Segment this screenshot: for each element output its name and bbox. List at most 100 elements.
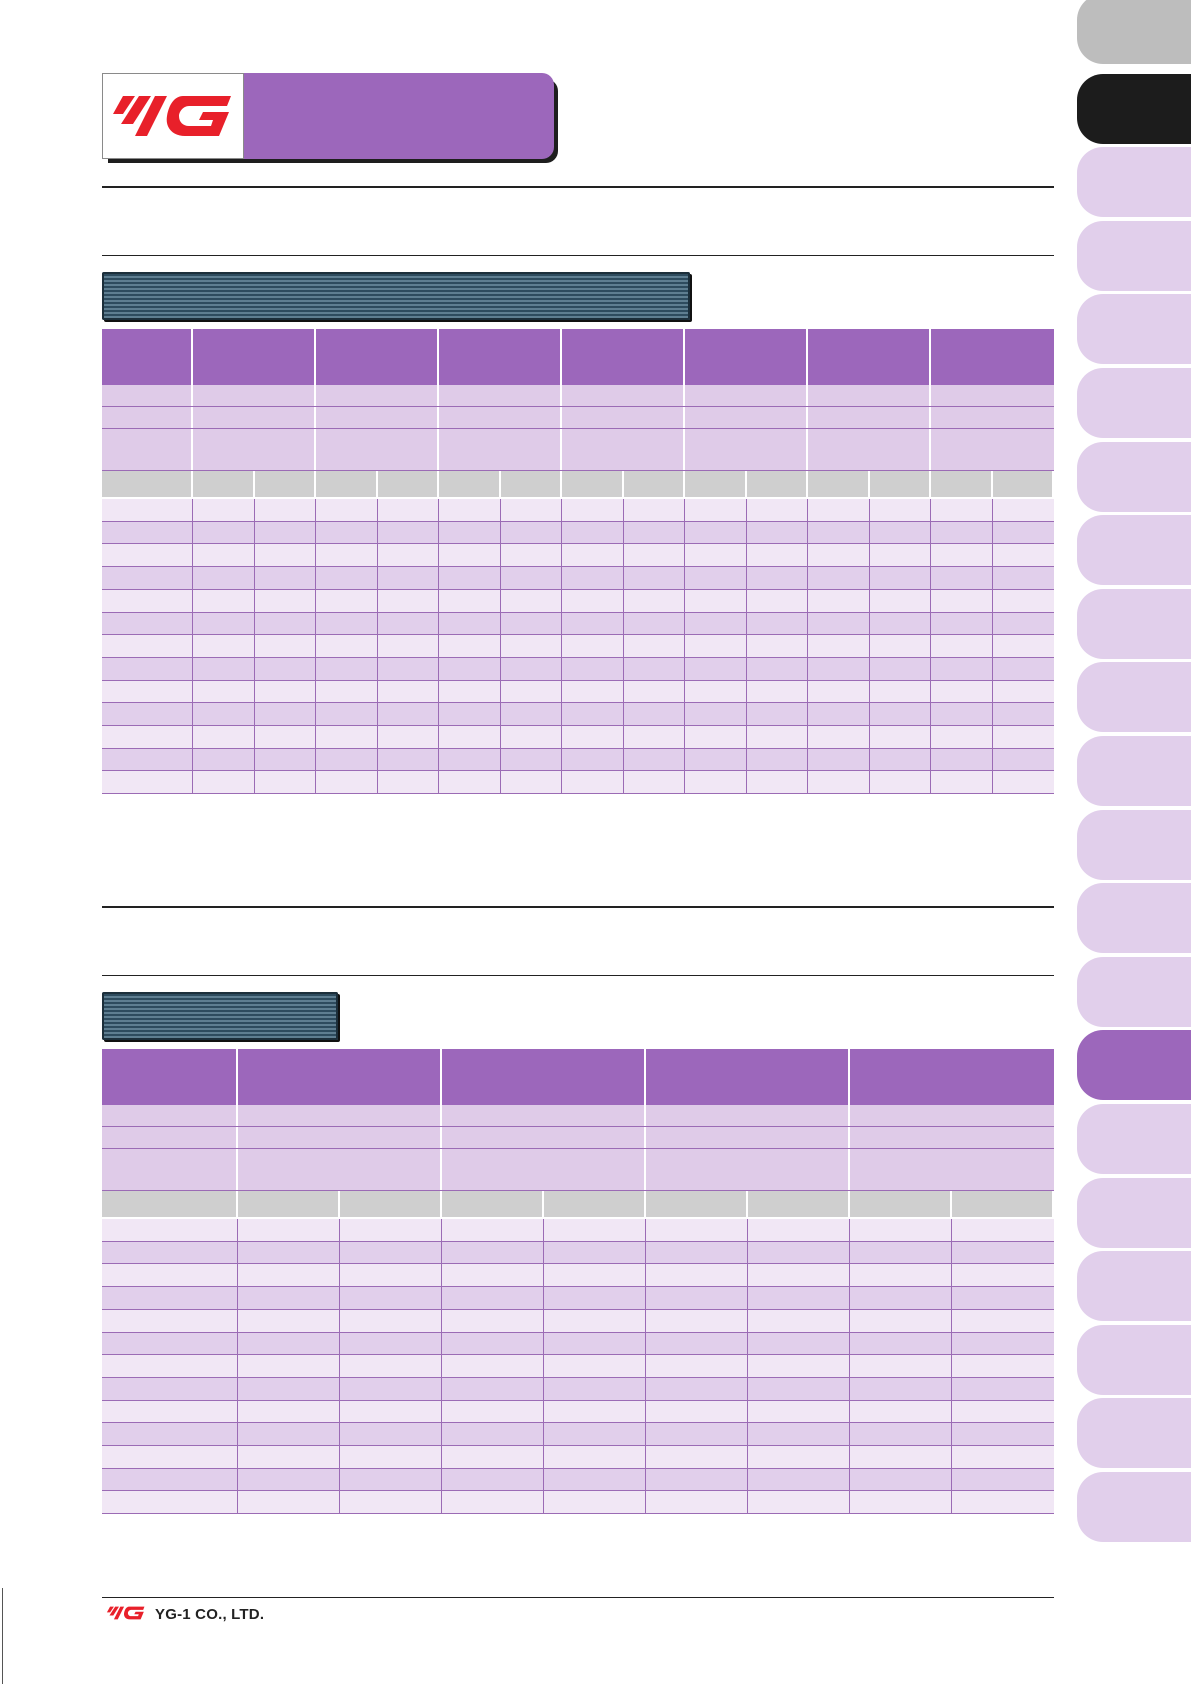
row-rule [102,1190,1054,1191]
table-cell [746,657,808,681]
row-rule [102,1399,1054,1401]
table-cell [931,567,993,590]
table-cell [931,748,993,772]
header-subcell [254,471,316,497]
table-cell [685,521,747,545]
table-cell [238,1355,340,1378]
header-cell [238,1149,442,1191]
table-cell [340,1241,442,1265]
table-cell [646,1241,748,1265]
side-tab[interactable] [1077,73,1191,144]
table-cell [623,657,685,681]
header-subcell [377,471,439,497]
table-row [102,567,1054,590]
side-tab[interactable] [1077,441,1191,512]
side-tab[interactable] [1077,1177,1191,1248]
table-cell [238,1377,340,1401]
side-tab[interactable] [1077,220,1191,291]
table-cell [102,1241,238,1265]
table-cell [500,771,562,795]
table-cell [102,1446,238,1469]
table-cell [623,680,685,704]
table-row [102,635,1054,658]
table-cell [685,680,747,704]
side-tab[interactable] [1077,883,1191,954]
header-cell [102,1191,238,1217]
table-cell [685,544,747,568]
table-cell [102,771,193,795]
table-cell [377,567,439,590]
table-cell [193,748,255,772]
header-cell [850,1049,1054,1105]
header-cell [316,329,439,385]
header-cell [808,385,931,407]
table-cell [254,612,316,636]
side-tab[interactable] [1077,1324,1191,1395]
header-subcell [746,471,808,497]
table-cell [500,499,562,522]
table-cell [869,612,931,636]
table-cell [808,499,870,522]
header-cell [685,429,808,471]
side-tab[interactable] [1077,147,1191,218]
table-cell [238,1241,340,1265]
header-cell [685,407,808,429]
table-row [102,612,1054,636]
table-cell [850,1377,952,1401]
table-cell [102,612,193,636]
table-cell [952,1377,1054,1401]
table-cell [102,1423,238,1446]
table-cell [746,748,808,772]
table-cell [102,1355,238,1378]
table-cell [102,726,193,749]
side-tab[interactable] [1077,809,1191,880]
table-cell [869,567,931,590]
side-tab[interactable] [1077,736,1191,806]
table-cell [442,1400,544,1424]
side-tab[interactable] [1077,956,1191,1027]
table-cell [748,1468,850,1492]
table-cell [102,1332,238,1356]
table-cell [623,635,685,658]
side-tab[interactable] [1077,1104,1191,1174]
table-cell [869,657,931,681]
side-tab[interactable] [1077,1251,1191,1322]
table-cell [254,657,316,681]
table-cell [439,521,501,545]
side-tab[interactable] [1077,515,1191,586]
table-row [102,1446,1054,1469]
table-cell [316,567,378,590]
table-row [102,748,1054,772]
table-cell [254,499,316,522]
side-tab[interactable] [1077,294,1191,365]
table-cell [685,589,747,613]
table-cell [439,657,501,681]
table-cell [869,635,931,658]
side-tab[interactable] [1077,368,1191,438]
table-cell [439,589,501,613]
table-cell [992,589,1054,613]
table-cell [442,1491,544,1515]
divider-line [102,975,1054,976]
header-cell [931,329,1054,385]
table-cell [685,657,747,681]
side-tab[interactable] [1077,1398,1191,1469]
side-tab[interactable] [1077,588,1191,659]
header-cell [439,329,562,385]
table-cell [748,1309,850,1333]
side-tab-active[interactable] [1077,1030,1191,1101]
side-tab[interactable] [1077,662,1191,733]
table-cell [646,1219,748,1242]
table-cell [623,771,685,795]
header-subcell [685,471,747,497]
table-row [102,1241,1054,1265]
header-subcell [952,1191,1054,1217]
table-cell [193,771,255,795]
table-cell [340,1355,442,1378]
table-cell [748,1287,850,1310]
side-tab[interactable] [1077,0,1191,64]
table-cell [377,544,439,568]
table-cell [442,1377,544,1401]
table-cell [238,1264,340,1288]
side-tab[interactable] [1077,1472,1191,1542]
